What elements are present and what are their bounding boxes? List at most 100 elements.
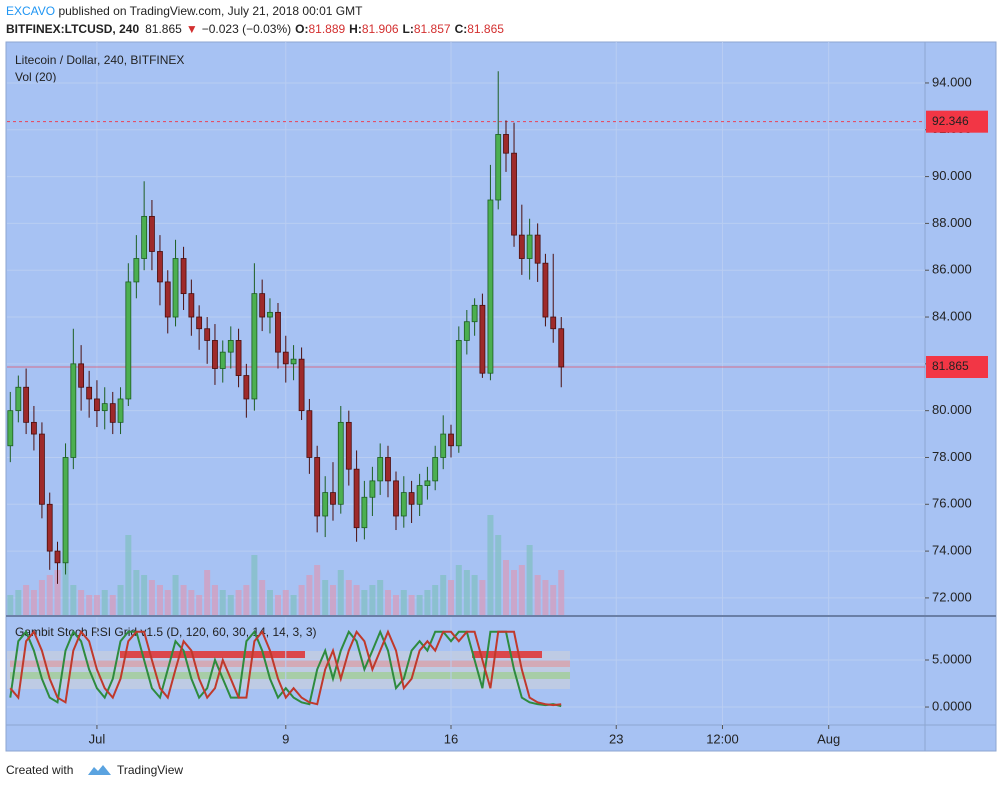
volume-bar bbox=[463, 570, 470, 615]
indicator-line bbox=[9, 629, 562, 708]
candle-body bbox=[298, 358, 305, 412]
volume-bar bbox=[440, 575, 447, 615]
candle-body bbox=[149, 215, 155, 252]
volume-bar bbox=[62, 560, 69, 615]
volume-bar bbox=[188, 590, 195, 615]
symbol: BITFINEX:LTCUSD, 240 bbox=[6, 22, 139, 36]
candle-body bbox=[393, 480, 399, 517]
rsi-grid-cells bbox=[10, 660, 570, 667]
volume-bar bbox=[180, 585, 187, 615]
candle-body bbox=[282, 351, 289, 365]
candle-body bbox=[141, 215, 148, 259]
price-label-box bbox=[926, 110, 988, 133]
volume-bar bbox=[38, 580, 45, 615]
candle-body bbox=[361, 496, 368, 529]
candle-body bbox=[46, 503, 53, 552]
arrow: ▼ bbox=[186, 22, 198, 36]
candle-body bbox=[408, 492, 415, 505]
candle-body bbox=[109, 403, 116, 423]
c-value: 81.865 bbox=[467, 22, 504, 36]
volume-bar bbox=[204, 570, 211, 615]
candle-body bbox=[353, 468, 360, 529]
volume-bar bbox=[125, 535, 132, 615]
candle-body bbox=[518, 234, 525, 259]
candle-body bbox=[7, 410, 14, 447]
volume-bar bbox=[243, 585, 250, 615]
y-tick-label: 5.0000 bbox=[932, 651, 972, 666]
volume-bar bbox=[235, 590, 242, 615]
volume-bar bbox=[361, 590, 368, 615]
volume-bar bbox=[558, 570, 565, 615]
volume-bar bbox=[133, 570, 140, 615]
volume-bar bbox=[7, 595, 14, 615]
volume-bar bbox=[266, 590, 273, 615]
candle-body bbox=[550, 316, 557, 330]
last-price: 81.865 bbox=[145, 22, 182, 36]
y-tick-label: 94.000 bbox=[932, 74, 972, 89]
candle-body bbox=[542, 262, 549, 318]
candle-body bbox=[188, 293, 195, 318]
candle-body bbox=[314, 457, 321, 517]
volume-bar bbox=[345, 580, 352, 615]
candle-body bbox=[479, 304, 486, 374]
volume-bar bbox=[377, 580, 384, 615]
volume-bar bbox=[172, 575, 179, 615]
volume-bar bbox=[164, 590, 171, 615]
o-value: 81.889 bbox=[308, 22, 345, 36]
volume-bar bbox=[141, 575, 148, 615]
volume-bar bbox=[455, 565, 462, 615]
candle-body bbox=[471, 304, 478, 323]
y-tick-label: 76.000 bbox=[932, 496, 972, 511]
candle-body bbox=[70, 363, 77, 458]
volume-bar bbox=[196, 595, 203, 615]
candle-body bbox=[39, 433, 45, 505]
symbol-line: BITFINEX:LTCUSD, 240 81.865 ▼ −0.023 (−0.03… bbox=[6, 22, 504, 36]
volume-bar bbox=[23, 585, 30, 615]
footer-created: Created with bbox=[6, 763, 73, 777]
volume-bar bbox=[408, 595, 415, 615]
change: −0.023 (−0.03%) bbox=[202, 22, 291, 36]
candle-body bbox=[306, 410, 313, 458]
indicator-title: Gambit Stoch RSI Grid v1.5 (D, 120, 60, … bbox=[15, 625, 316, 639]
y-tick-label: 0.0000 bbox=[932, 698, 972, 713]
candle-body bbox=[290, 358, 297, 365]
candle-body bbox=[251, 293, 258, 400]
candle-body bbox=[133, 258, 140, 283]
x-tick-label: 12:00 bbox=[706, 731, 739, 746]
x-tick-label: 23 bbox=[609, 731, 623, 746]
candle-body bbox=[416, 485, 423, 505]
footer-brand[interactable]: TradingView bbox=[117, 763, 183, 777]
author[interactable]: EXCAVO bbox=[6, 4, 55, 18]
rsi-grid-cells bbox=[10, 672, 570, 679]
volume-bar bbox=[479, 580, 486, 615]
h-value: 81.906 bbox=[362, 22, 399, 36]
candle-body bbox=[125, 281, 132, 400]
rsi-grid-cells bbox=[472, 651, 542, 658]
x-tick-label: 16 bbox=[444, 731, 458, 746]
volume-bar bbox=[15, 590, 22, 615]
candle-body bbox=[455, 340, 462, 447]
volume-bar bbox=[471, 575, 478, 615]
volume-bar bbox=[400, 590, 407, 615]
candle-body bbox=[94, 398, 100, 412]
volume-bar bbox=[393, 595, 400, 615]
y-tick-label: 88.000 bbox=[932, 215, 972, 230]
candle-body bbox=[432, 457, 439, 482]
rsi-grid-cells bbox=[120, 651, 305, 658]
candle-body bbox=[463, 321, 470, 341]
volume-bar bbox=[337, 570, 344, 615]
candle-body bbox=[369, 480, 376, 498]
volume-bar bbox=[322, 580, 329, 615]
candle-body bbox=[503, 134, 509, 154]
volume-bar bbox=[424, 590, 431, 615]
price-label: 81.865 bbox=[932, 359, 969, 373]
volume-bar bbox=[487, 515, 494, 615]
candle-body bbox=[31, 421, 37, 435]
volume-bar bbox=[495, 535, 502, 615]
volume-bar bbox=[432, 585, 439, 615]
candle-body bbox=[164, 281, 171, 318]
candle-body bbox=[243, 375, 250, 400]
volume-bar bbox=[227, 595, 234, 615]
y-tick-label: 74.000 bbox=[932, 543, 972, 558]
